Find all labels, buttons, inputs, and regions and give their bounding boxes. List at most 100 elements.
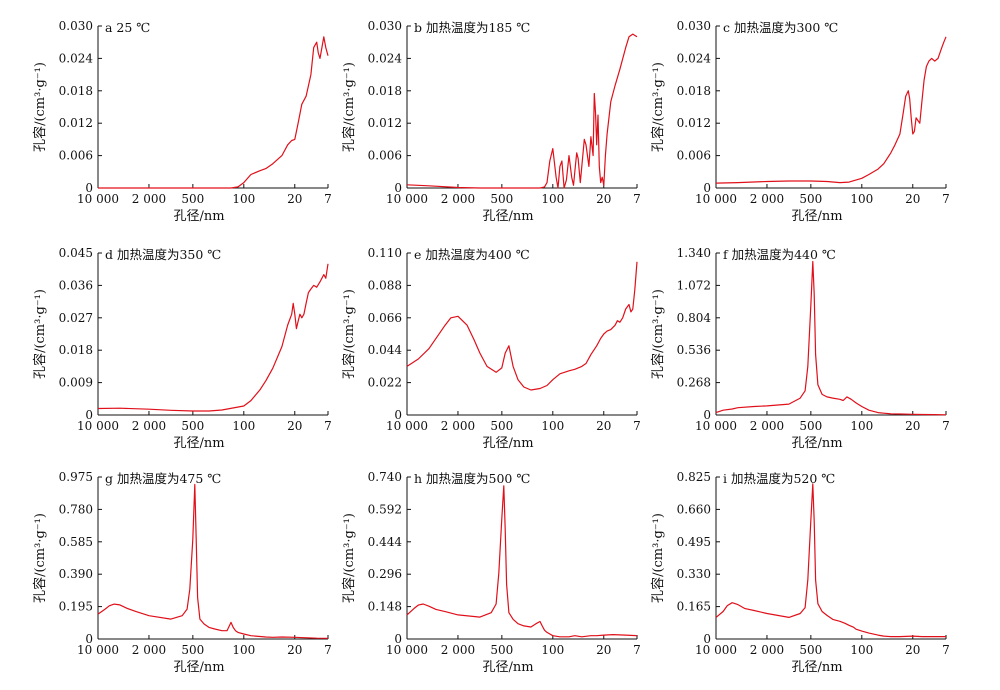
x-tick-label: 500 — [490, 192, 513, 206]
x-tick-label: 500 — [490, 643, 513, 657]
y-tick-label: 0.012 — [59, 116, 93, 130]
data-line — [97, 483, 329, 639]
x-tick-label: 20 — [905, 643, 920, 657]
y-tick-label: 0.592 — [368, 502, 402, 516]
panel-title: b 加热温度为185 ℃ — [414, 20, 530, 35]
x-tick-label: 10 000 — [386, 419, 428, 433]
y-tick-label: 0.110 — [368, 246, 402, 260]
x-tick-label: 20 — [596, 192, 611, 206]
y-tick-label: 0.018 — [677, 84, 711, 98]
x-tick-label: 100 — [232, 643, 255, 657]
panel-h: 0 0.148 0.296 0.444 0.592 0.740 10 000 2 000 500… — [341, 470, 641, 675]
x-tick-label: 2 000 — [132, 192, 166, 206]
y-tick-label: 0.780 — [59, 502, 93, 516]
x-tick-label: 20 — [596, 643, 611, 657]
x-tick-label: 2 000 — [441, 643, 475, 657]
y-tick-label: 0.740 — [368, 470, 402, 484]
x-tick-label: 20 — [596, 419, 611, 433]
x-tick-label: 2 000 — [132, 419, 166, 433]
y-tick-label: 0 — [394, 632, 402, 646]
data-line — [98, 36, 329, 189]
y-axis-label: 孔容/(cm³·g⁻¹) — [341, 513, 357, 603]
data-line — [715, 36, 947, 184]
x-tick-label: 100 — [541, 192, 564, 206]
x-tick-label: 7 — [324, 643, 332, 657]
x-tick-label: 2 000 — [750, 419, 784, 433]
y-tick-label: 0.825 — [677, 470, 711, 484]
x-tick-label: 500 — [181, 419, 204, 433]
x-tick-label: 20 — [287, 643, 302, 657]
x-tick-label: 7 — [324, 192, 332, 206]
panel-title: d 加热温度为350 ℃ — [105, 247, 221, 262]
x-tick-label: 500 — [490, 419, 513, 433]
x-tick-label: 7 — [942, 643, 950, 657]
x-tick-label: 2 000 — [750, 192, 784, 206]
y-tick-label: 0.030 — [677, 19, 711, 33]
y-tick-label: 0.024 — [368, 51, 403, 65]
y-tick-label: 0.012 — [677, 116, 711, 130]
x-tick-label: 10 000 — [695, 419, 737, 433]
panel-title: c 加热温度为300 ℃ — [723, 20, 838, 35]
y-tick-label: 0.585 — [59, 535, 93, 549]
y-tick-label: 0.036 — [59, 278, 93, 292]
y-tick-label: 1.340 — [677, 246, 711, 260]
y-tick-label: 0.030 — [368, 19, 402, 33]
x-axis-label: 孔径/nm — [482, 209, 533, 224]
data-line — [406, 485, 638, 638]
panel-title: a 25 ℃ — [105, 20, 150, 35]
y-tick-label: 0.018 — [368, 84, 402, 98]
panel-g: 0 0.195 0.390 0.585 0.780 0.975 10 000 2 000 500… — [32, 470, 332, 675]
x-tick-label: 20 — [287, 419, 302, 433]
x-tick-label: 7 — [324, 419, 332, 433]
x-tick-label: 100 — [232, 192, 255, 206]
panel-title: f 加热温度为440 ℃ — [723, 247, 836, 262]
x-axis-label: 孔径/nm — [482, 660, 533, 675]
x-tick-label: 100 — [850, 643, 873, 657]
x-tick-label: 2 000 — [750, 643, 784, 657]
panel-b: 0 0.006 0.012 0.018 0.024 0.030 10 000 2 000 500… — [341, 19, 641, 224]
x-tick-label: 500 — [799, 643, 822, 657]
panel-title: i 加热温度为520 ℃ — [723, 471, 835, 486]
y-tick-label: 0.660 — [677, 502, 711, 516]
y-tick-label: 0 — [394, 408, 402, 422]
x-tick-label: 10 000 — [386, 192, 428, 206]
x-tick-label: 20 — [905, 419, 920, 433]
y-tick-label: 0 — [85, 632, 93, 646]
y-tick-label: 0.330 — [677, 567, 711, 581]
y-tick-label: 0.804 — [677, 311, 712, 325]
y-axis-label: 孔容/(cm³·g⁻¹) — [32, 289, 48, 379]
x-axis-label: 孔径/nm — [173, 436, 224, 451]
panel-title: g 加热温度为475 ℃ — [105, 471, 221, 486]
x-tick-label: 7 — [942, 419, 950, 433]
data-line — [97, 263, 329, 412]
y-tick-label: 0.018 — [59, 343, 93, 357]
y-tick-label: 0.006 — [677, 149, 711, 163]
x-tick-label: 10 000 — [386, 643, 428, 657]
y-tick-label: 1.072 — [677, 278, 711, 292]
x-tick-label: 500 — [181, 192, 204, 206]
y-tick-label: 0.030 — [59, 19, 93, 33]
panel-c: 0 0.006 0.012 0.018 0.024 0.030 10 000 2 000 500… — [650, 19, 950, 224]
x-tick-label: 10 000 — [77, 643, 119, 657]
x-axis-label: 孔径/nm — [173, 209, 224, 224]
x-axis-label: 孔径/nm — [173, 660, 224, 675]
x-tick-label: 7 — [633, 192, 641, 206]
x-tick-label: 500 — [799, 192, 822, 206]
data-line — [715, 260, 947, 416]
x-tick-label: 7 — [633, 419, 641, 433]
y-tick-label: 0 — [394, 181, 402, 195]
y-axis-label: 孔容/(cm³·g⁻¹) — [32, 513, 48, 603]
panel-e: 0 0.022 0.044 0.066 0.088 0.110 10 000 2 000 500… — [341, 246, 641, 451]
x-tick-label: 500 — [799, 419, 822, 433]
y-tick-label: 0.022 — [368, 376, 402, 390]
data-line — [406, 261, 638, 391]
x-tick-label: 20 — [287, 192, 302, 206]
y-tick-label: 0 — [85, 408, 93, 422]
x-tick-label: 2 000 — [132, 643, 166, 657]
y-tick-label: 0.088 — [368, 278, 402, 292]
y-tick-label: 0.495 — [677, 535, 711, 549]
y-axis-label: 孔容/(cm³·g⁻¹) — [341, 289, 357, 379]
x-tick-label: 100 — [232, 419, 255, 433]
panel-title: e 加热温度为400 ℃ — [414, 247, 530, 262]
